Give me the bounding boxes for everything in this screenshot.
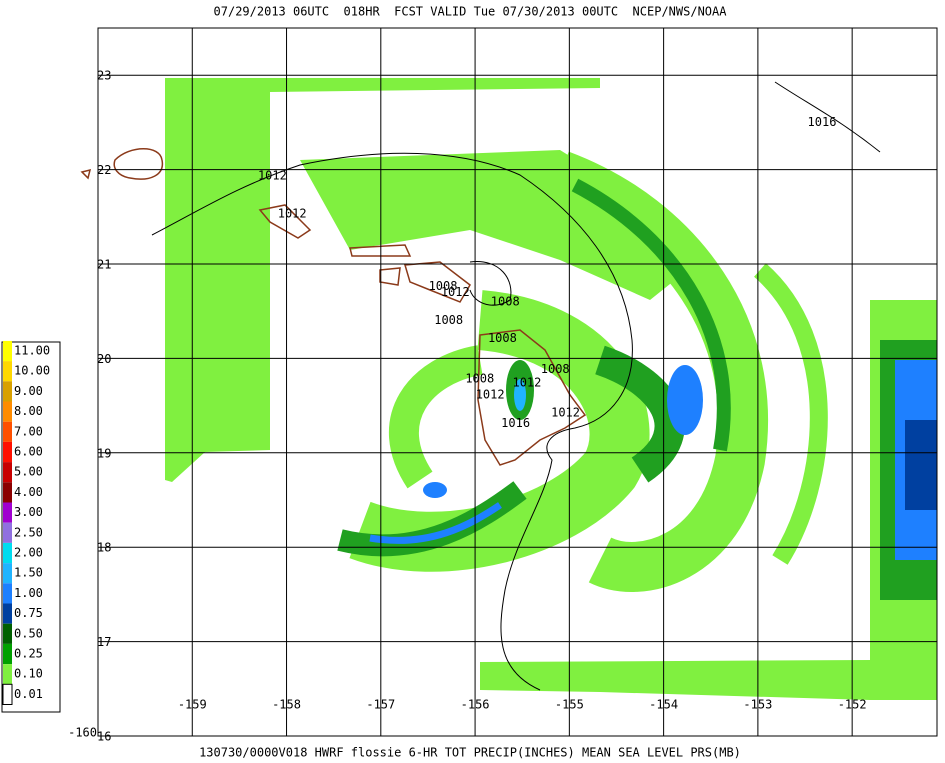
lat-tick-label: 17 [97,635,111,649]
isobar-label: 1008 [429,279,458,293]
legend-label: 0.01 [14,687,43,701]
isobar-label: 1016 [808,115,837,129]
lat-tick-label: 18 [97,541,111,555]
caption: 130730/0000V018 HWRF flossie 6-HR TOT PR… [199,746,741,760]
isobar-label: 1016 [501,416,530,430]
legend-label: 0.10 [14,667,43,681]
island-maui [404,261,471,303]
legend-label: 10.00 [14,364,50,378]
isobar-label: 1008 [488,331,517,345]
island-kauai [113,148,164,180]
precip-core [667,365,703,435]
lon-tick-label: -155 [555,698,584,712]
isobar-label: 1008 [465,372,494,386]
lat-tick-label: 19 [97,446,111,460]
legend-label: 9.00 [14,384,43,398]
coastlines [80,148,587,466]
legend-swatch [3,623,12,644]
legend-swatch [3,340,12,362]
precip-band [753,263,828,565]
title: 07/29/2013 06UTC 018HR FCST VALID Tue 07… [214,5,728,19]
precip-band [594,345,685,483]
isobar-label: 1008 [541,362,570,376]
lon-tick-label: -153 [743,698,772,712]
legend-label: 2.50 [14,525,43,539]
legend-swatch [3,643,12,665]
isobar-label: 1012 [441,285,470,299]
legend-label: 11.00 [14,344,50,358]
precip-band [550,151,769,592]
legend-swatch [3,381,12,402]
lat-tick-label: 21 [97,258,111,272]
legend-swatch [3,401,12,422]
legend-swatch [3,482,12,503]
isobar-label: 1008 [434,313,463,327]
legend-swatch [3,563,12,584]
isobar-label: 1012 [278,206,307,220]
island-lanai [379,267,401,286]
legend-label: 4.00 [14,485,43,499]
isobar-label: 1012 [512,375,541,389]
isobar-line [151,152,633,691]
legend-swatch [3,462,12,483]
legend-swatch [2,683,13,705]
lat-tick-label: 20 [97,352,111,366]
island-hawaii [477,329,587,466]
isobar-label: 1008 [491,294,520,308]
precip-core [905,420,937,510]
legend-label: 6.00 [14,445,43,459]
isobar-line [774,81,881,153]
isobar-label: 1012 [551,406,580,420]
lon-tick-label: -158 [272,698,301,712]
precip-band [369,502,502,544]
precip-band [571,178,731,452]
legend-label: 0.75 [14,606,43,620]
legend-label: 3.00 [14,505,43,519]
lon-tick-label: -159 [178,698,207,712]
lon-tick-label: -156 [461,698,490,712]
legend-swatch [3,603,12,624]
island-niihau [80,168,92,180]
legend-swatch [3,522,12,543]
legend-swatch [3,441,12,463]
legend-swatch [3,664,12,685]
legend-label: 0.25 [14,647,43,661]
lon-tick-label: -152 [838,698,867,712]
precip-area [165,78,600,482]
legend-label: 0.50 [14,626,43,640]
legend-swatch [3,542,12,564]
legend-label: 5.00 [14,465,43,479]
island-molokai [349,244,412,257]
legend-label: 1.50 [14,566,43,580]
legend-swatch [3,361,12,382]
lon-tick-label: -160 [68,726,97,740]
precip-core [514,379,526,411]
legend-swatch [3,421,12,442]
island-oahu [258,204,312,239]
isobar-label: 1012 [476,388,505,402]
lat-tick-label: 23 [97,69,111,83]
precip-core [423,482,447,498]
lon-tick-label: -157 [366,698,395,712]
lat-tick-label: 16 [97,730,111,744]
legend-label: 7.00 [14,424,43,438]
legend-label: 2.00 [14,546,43,560]
legend-label: 8.00 [14,404,43,418]
legend-swatch [3,583,12,604]
isobar-label: 1012 [258,169,287,183]
lon-tick-label: -154 [649,698,678,712]
precip-area [480,660,870,700]
legend-label: 1.00 [14,586,43,600]
lat-tick-label: 22 [97,163,111,177]
precip-band [388,345,483,489]
legend-swatch [3,502,12,523]
